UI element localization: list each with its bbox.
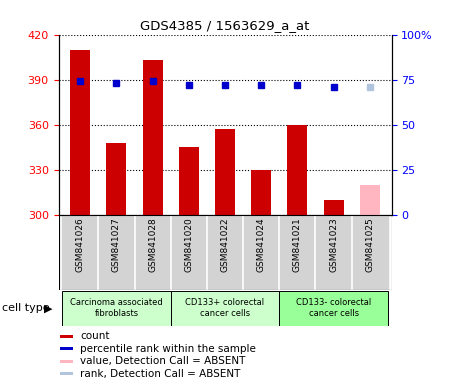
Text: cell type: cell type (2, 303, 50, 313)
FancyBboxPatch shape (171, 291, 279, 326)
Bar (62, 215, 98, 290)
Text: percentile rank within the sample: percentile rank within the sample (80, 344, 256, 354)
Bar (279, 215, 315, 290)
Bar (243, 215, 279, 290)
Text: rank, Detection Call = ABSENT: rank, Detection Call = ABSENT (80, 369, 240, 379)
Text: GSM841023: GSM841023 (329, 217, 338, 272)
Bar (352, 215, 388, 290)
Title: GDS4385 / 1563629_a_at: GDS4385 / 1563629_a_at (140, 19, 310, 32)
Text: GSM841022: GSM841022 (220, 217, 230, 272)
Bar (251, 170, 271, 215)
Bar (215, 129, 235, 215)
Text: value, Detection Call = ABSENT: value, Detection Call = ABSENT (80, 356, 246, 366)
Text: GSM841025: GSM841025 (365, 217, 374, 272)
FancyBboxPatch shape (279, 291, 388, 326)
Text: GSM841024: GSM841024 (256, 217, 266, 272)
Bar (207, 215, 243, 290)
Bar (98, 215, 135, 290)
Bar (360, 185, 380, 215)
Text: CD133- colorectal
cancer cells: CD133- colorectal cancer cells (296, 298, 371, 318)
Text: GSM841021: GSM841021 (293, 217, 302, 272)
Bar (60, 335, 73, 338)
Text: GSM841020: GSM841020 (184, 217, 194, 272)
Bar (135, 215, 171, 290)
Bar (70, 50, 90, 215)
Text: count: count (80, 331, 110, 341)
Bar (60, 372, 73, 376)
Text: GSM841028: GSM841028 (148, 217, 157, 272)
Bar (60, 360, 73, 363)
Text: GSM841026: GSM841026 (76, 217, 85, 272)
Bar (179, 147, 199, 215)
Bar (315, 215, 352, 290)
Bar (324, 200, 343, 215)
Bar (107, 143, 126, 215)
Text: GSM841027: GSM841027 (112, 217, 121, 272)
Bar (60, 348, 73, 351)
Text: CD133+ colorectal
cancer cells: CD133+ colorectal cancer cells (185, 298, 265, 318)
FancyBboxPatch shape (62, 291, 171, 326)
Bar (171, 215, 207, 290)
Bar (288, 125, 307, 215)
Bar (143, 60, 162, 215)
Text: Carcinoma associated
fibroblasts: Carcinoma associated fibroblasts (70, 298, 163, 318)
Text: ▶: ▶ (44, 303, 53, 313)
